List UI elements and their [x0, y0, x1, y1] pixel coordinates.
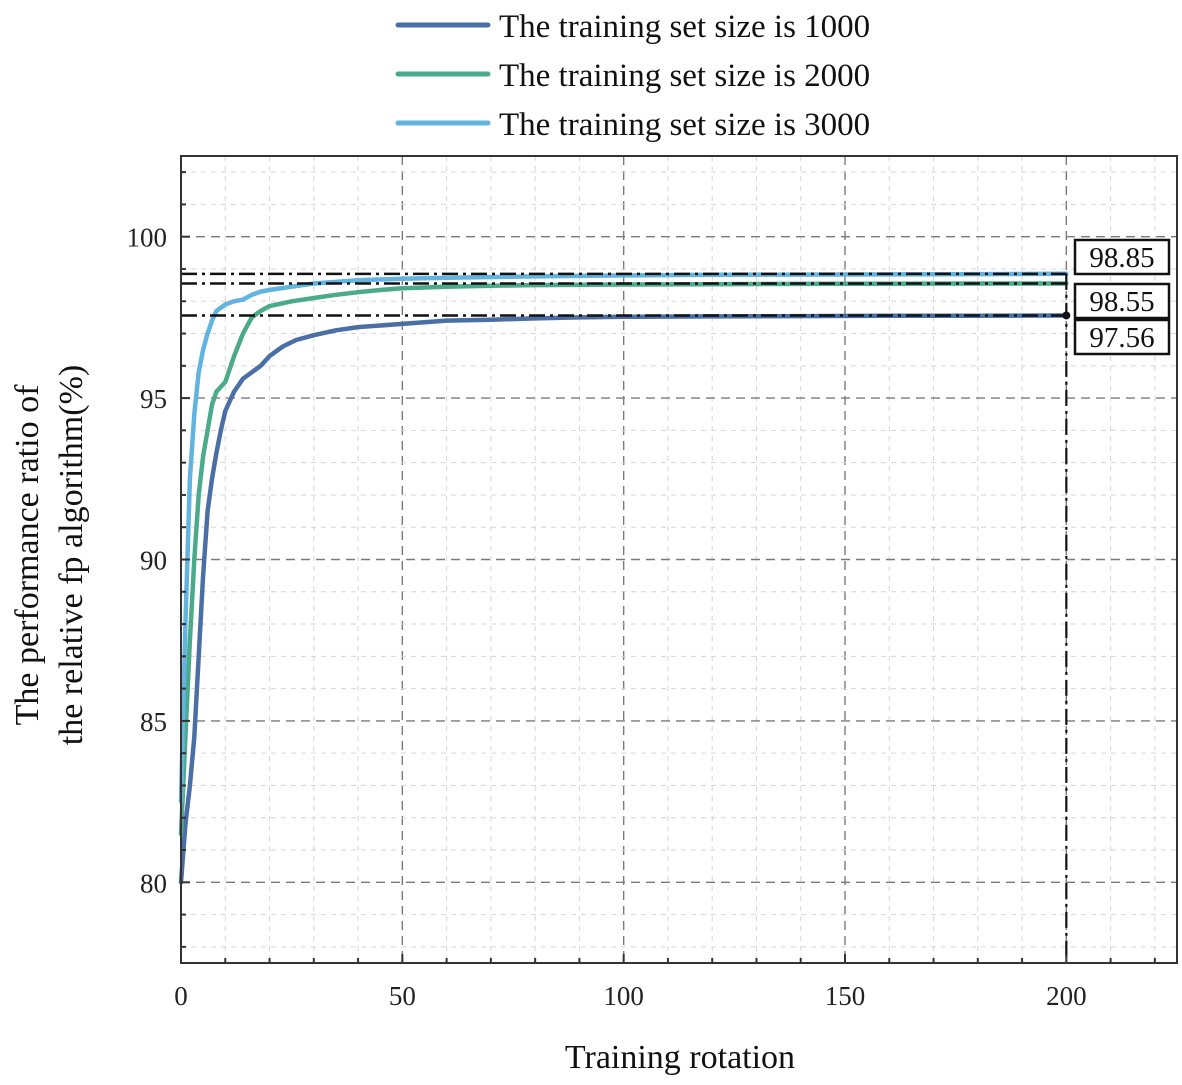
- x-tick-label: 200: [1046, 981, 1087, 1011]
- value-annotation: 98.85: [1089, 242, 1154, 274]
- legend-label-2: The training set size is 2000: [499, 58, 870, 94]
- legend-label-3: The training set size is 3000: [499, 107, 870, 143]
- y-axis-title-line-1: The performance ratio of: [9, 384, 46, 725]
- value-annotation-box: [1073, 318, 1171, 356]
- series-line-2: [178, 281, 1069, 837]
- series-line-3: [178, 271, 1069, 804]
- series-line-1: [178, 313, 1069, 885]
- value-annotation-box: [1073, 282, 1171, 320]
- value-annotation-box: [1073, 238, 1171, 276]
- reference-lines: [181, 272, 1071, 963]
- value-annotations: 98.85 98.55 97.56: [1073, 238, 1171, 356]
- y-tick-label: 85: [140, 707, 167, 737]
- x-axis-title: Training rotation: [565, 1039, 795, 1076]
- x-tick-label: 100: [603, 981, 644, 1011]
- value-annotation: 98.55: [1089, 286, 1154, 318]
- y-tick-label: 90: [140, 546, 167, 576]
- series-lines: [178, 271, 1069, 885]
- y-tick-label: 80: [140, 868, 167, 898]
- value-annotation: 97.56: [1089, 322, 1154, 354]
- legend: The training set size is 1000 The trainin…: [395, 9, 870, 143]
- legend-label-1: The training set size is 1000: [499, 9, 870, 45]
- x-tick-label: 50: [389, 981, 416, 1011]
- axis-ticks: 0 50 100 150 200 80 85 90 95 100: [127, 171, 1156, 1011]
- x-tick-label: 0: [174, 981, 188, 1011]
- y-tick-label: 100: [127, 223, 168, 253]
- y-tick-label: 95: [140, 384, 167, 414]
- grid: [181, 156, 1177, 963]
- y-axis-title-line-2: the relative fp algorithm(%): [53, 365, 90, 745]
- reference-point: [1062, 311, 1071, 320]
- x-tick-label: 150: [825, 981, 866, 1011]
